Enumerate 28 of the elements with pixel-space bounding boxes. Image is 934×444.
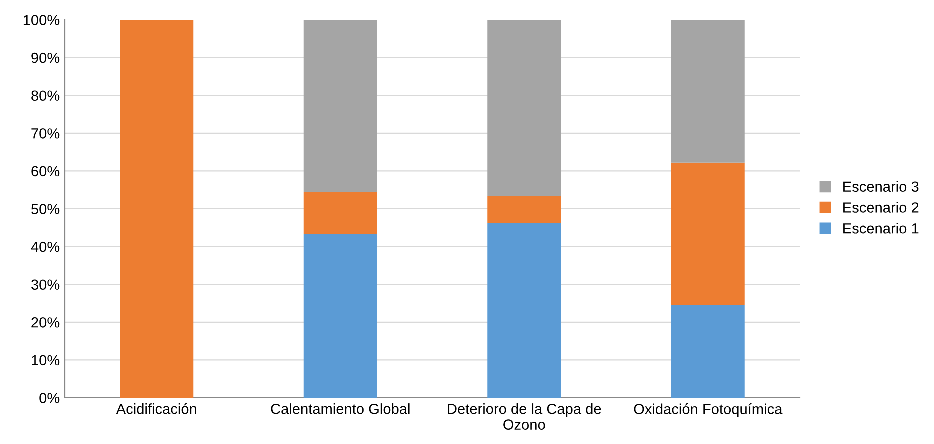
y-tick-label: 90% [32,52,60,64]
bar [120,20,194,398]
legend-label: Escenario 3 [844,181,919,192]
y-tick-label: 10% [32,355,60,366]
bar [671,20,745,163]
x-tick-label: Deterioro de la Capa de Ozono [448,404,602,430]
bar [671,305,745,398]
legend-label: Escenario 2 [844,202,919,213]
bar [488,20,562,196]
bar [304,20,378,192]
x-tick-label: Acidificación [116,403,196,414]
y-tick-label: 80% [32,90,60,102]
y-tick-label: 20% [32,318,60,328]
x-tick-label: Oxidación Fotoquímica [634,404,783,418]
y-tick-label: 60% [32,166,60,177]
bar [488,222,562,398]
y-tick-label: 0% [40,393,60,404]
legend-label: Escenario 1 [844,223,919,234]
bar [304,192,378,234]
y-tick-label: 70% [32,128,60,139]
y-tick-label: 30% [32,280,60,290]
bar [488,196,562,223]
y-tick-label: 100% [24,15,60,26]
bar [304,234,378,398]
bar [671,162,745,306]
y-tick-label: 50% [32,204,60,214]
x-tick-label: Calentamiento Global [271,404,410,414]
y-tick-label: 40% [31,242,60,252]
